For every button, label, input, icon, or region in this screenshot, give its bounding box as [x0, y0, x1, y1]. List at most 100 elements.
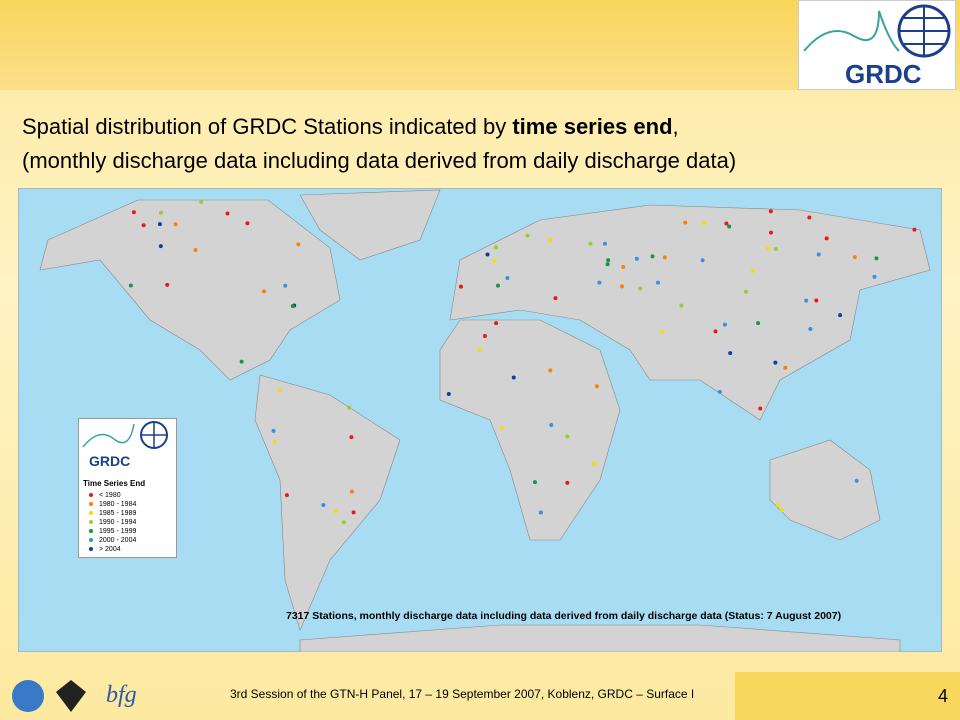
logo-graphic: [803, 4, 951, 58]
station-dot: [756, 321, 761, 326]
legend-logo-graphic: [82, 421, 168, 449]
station-dot: [283, 283, 288, 288]
station-dot: [505, 276, 510, 281]
station-dot: [602, 241, 607, 246]
legend-swatch: [89, 529, 93, 534]
station-dot: [565, 434, 570, 439]
legend-label: 2000 - 2004: [99, 537, 137, 544]
legend-swatch: [89, 547, 93, 552]
title-bold: time series end: [512, 114, 673, 139]
station-dot: [773, 360, 778, 365]
station-dot: [683, 220, 688, 225]
legend-entry: 1990 - 1994: [89, 518, 136, 527]
world-map: [18, 188, 942, 652]
station-dot: [128, 283, 133, 288]
station-dot: [605, 262, 610, 267]
station-dot: [779, 507, 784, 512]
legend: GRDC Time Series End < 1980 1980 - 1984 19…: [78, 418, 177, 558]
station-dot: [662, 255, 667, 260]
station-dot: [349, 435, 354, 440]
grdc-logo: GRDC: [798, 0, 956, 90]
station-dot: [485, 252, 490, 257]
station-dot: [872, 274, 877, 279]
page-number-box: 4: [735, 672, 960, 720]
legend-label: 1990 - 1994: [99, 519, 137, 526]
title-line: (monthly discharge data including data d…: [22, 148, 737, 173]
station-dot: [854, 478, 859, 483]
station-dot: [499, 425, 504, 430]
station-dot: [341, 520, 346, 525]
legend-swatch: [89, 493, 93, 498]
station-dot: [638, 286, 643, 291]
station-dot: [278, 388, 283, 393]
station-dot: [193, 248, 198, 253]
legend-title: Time Series End: [83, 479, 146, 488]
station-dot: [807, 215, 812, 220]
legend-swatch: [89, 511, 93, 516]
station-dot: [728, 351, 733, 356]
station-dot: [744, 289, 749, 294]
station-dot: [492, 259, 497, 264]
legend-entry: < 1980: [89, 491, 136, 500]
footer-text: 3rd Session of the GTN-H Panel, 17 – 19 …: [230, 687, 695, 701]
station-dot: [141, 223, 146, 228]
station-dot: [262, 289, 267, 294]
station-dot: [349, 489, 354, 494]
station-dot: [272, 439, 277, 444]
station-dot: [594, 384, 599, 389]
legend-entry: 1980 - 1984: [89, 500, 136, 509]
land: [299, 624, 901, 652]
station-dot: [548, 237, 553, 242]
station-dot: [284, 493, 289, 498]
station-dot: [808, 326, 813, 331]
station-dot: [159, 210, 164, 215]
station-dot: [874, 256, 879, 261]
svg-text:bfg: bfg: [106, 682, 137, 708]
station-dot: [775, 502, 780, 507]
legend-swatch: [89, 538, 93, 543]
legend-entry: 2000 - 2004: [89, 536, 136, 545]
station-dot: [722, 322, 727, 327]
station-dot: [838, 313, 843, 318]
footer-logos: bfg: [12, 680, 137, 712]
station-dot: [804, 298, 809, 303]
station-dot: [758, 406, 763, 411]
land: [439, 319, 621, 541]
station-dot: [482, 334, 487, 339]
station-dot: [634, 256, 639, 261]
title-text: Spatial distribution of GRDC Stations in…: [22, 114, 513, 139]
legend-logo-text: GRDC: [89, 453, 131, 469]
legend-swatch: [89, 520, 93, 525]
station-dot: [271, 428, 276, 433]
station-dot: [621, 264, 626, 269]
logo-text: GRDC: [845, 59, 922, 89]
station-dot: [606, 258, 611, 263]
station-dot: [446, 392, 451, 397]
station-dot: [783, 365, 788, 370]
station-dot: [824, 236, 829, 241]
station-dot: [199, 199, 204, 204]
station-dot: [660, 329, 665, 334]
station-dot: [549, 422, 554, 427]
legend-label: < 1980: [99, 492, 121, 499]
station-dot: [165, 282, 170, 287]
land: [299, 189, 441, 261]
station-dot: [553, 296, 558, 301]
station-dot: [591, 461, 596, 466]
station-dot: [173, 222, 178, 227]
station-dot: [296, 242, 301, 247]
station-dot: [525, 233, 530, 238]
station-dot: [532, 480, 537, 485]
land: [769, 439, 881, 541]
station-dot: [158, 244, 163, 249]
station-dot: [548, 368, 553, 373]
map-caption: 7317 Stations, monthly discharge data in…: [286, 610, 842, 622]
station-dot: [347, 405, 352, 410]
station-dot: [239, 359, 244, 364]
legend-label: 1985 - 1989: [99, 510, 137, 517]
legend-label: 1995 - 1999: [99, 528, 137, 535]
station-dot: [700, 258, 705, 263]
station-dot: [494, 321, 499, 326]
page-number: 4: [937, 686, 948, 706]
